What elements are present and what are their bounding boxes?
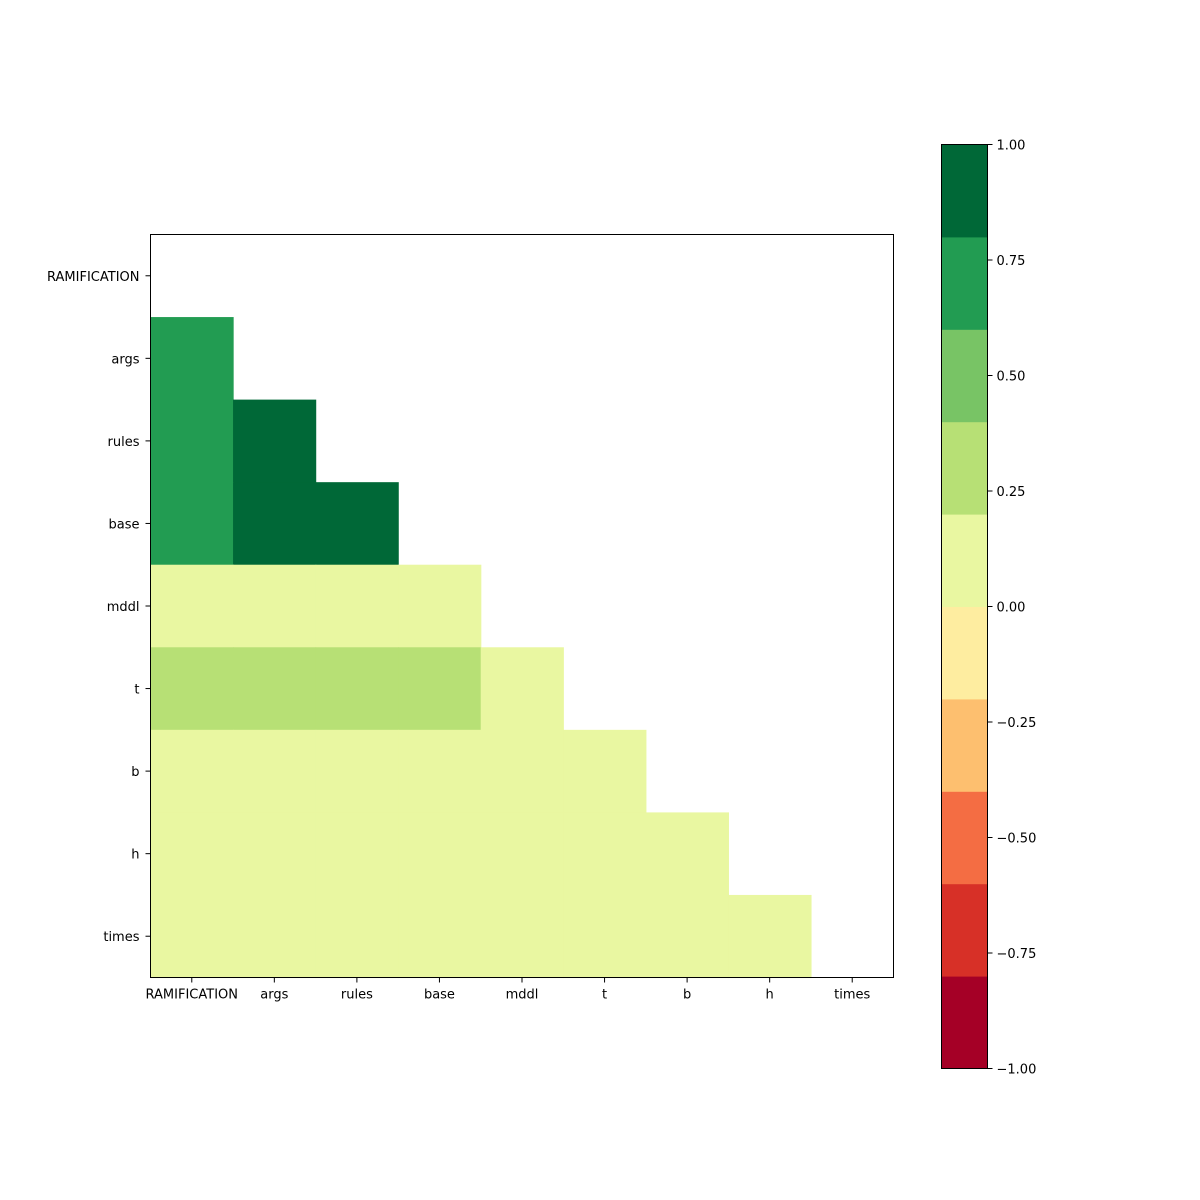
heatmap-cell [398, 729, 482, 813]
heatmap-cell [645, 894, 729, 979]
heatmap-cell [233, 564, 317, 648]
x-tick-label: rules [341, 988, 373, 1003]
colorbar-tick-label: −0.25 [997, 716, 1037, 731]
heatmap-cell [233, 812, 317, 896]
x-tick-label: h [766, 988, 774, 1003]
heatmap-cell [315, 482, 399, 566]
y-tick-label: args [111, 352, 139, 367]
heatmap-cell [150, 812, 234, 896]
y-tick-label: rules [108, 435, 140, 450]
x-tick-label: b [683, 988, 691, 1003]
heatmap-cell [233, 894, 317, 979]
colorbar-bin [941, 421, 988, 515]
colorbar-tick-label: 0.25 [997, 485, 1026, 500]
heatmap-cell [315, 647, 399, 731]
heatmap-cell [233, 729, 317, 813]
heatmap-cell [398, 564, 482, 648]
colorbar-tick-label: −0.75 [997, 947, 1037, 962]
heatmap-cell [315, 894, 399, 979]
heatmap-cell [150, 482, 234, 566]
y-tick-label: base [109, 517, 140, 532]
heatmap-cell [315, 729, 399, 813]
y-tick-label: b [131, 765, 139, 780]
x-tick-label: args [260, 988, 288, 1003]
colorbar [941, 144, 988, 1069]
heatmap-cell [315, 564, 399, 648]
y-axis-ticks: RAMIFICATION args rules base mddl t b h times [47, 270, 151, 945]
colorbar-ticks: 1.00 0.75 0.50 0.25 0.00 −0.25 −0.50 −0.75 −1.00 [987, 139, 1037, 1078]
heatmap-cell [150, 647, 234, 731]
heatmap-cell [563, 894, 647, 979]
heatmap-cell [563, 729, 647, 813]
colorbar-tick-label: −1.00 [997, 1063, 1037, 1078]
colorbar-tick-label: 0.75 [997, 254, 1026, 269]
colorbar-bin [941, 698, 988, 792]
heatmap-cell [480, 812, 564, 896]
y-tick-label: times [103, 930, 139, 945]
colorbar-bin [941, 144, 988, 238]
heatmap-cell [150, 894, 234, 979]
colorbar-bin [941, 976, 988, 1069]
heatmap-cell [398, 894, 482, 979]
heatmap-cell [233, 647, 317, 731]
heatmap-cell [645, 812, 729, 896]
heatmap-cell [398, 647, 482, 731]
heatmap-cell [315, 812, 399, 896]
x-tick-label: mddl [506, 988, 539, 1003]
x-tick-label: RAMIFICATION [146, 988, 238, 1003]
x-tick-label: times [834, 988, 870, 1003]
colorbar-tick-label: 0.00 [997, 601, 1026, 616]
y-tick-label: h [131, 848, 139, 863]
heatmap-cell [233, 399, 317, 483]
heatmap-cell [480, 647, 564, 731]
colorbar-tick-label: 1.00 [997, 139, 1026, 154]
x-tick-label: t [602, 988, 607, 1003]
heatmap-cell [563, 812, 647, 896]
heatmap-cell [728, 894, 812, 979]
colorbar-bin [941, 883, 988, 977]
heatmap-cell [150, 729, 234, 813]
x-tick-label: base [424, 988, 455, 1003]
y-tick-label: mddl [107, 600, 140, 615]
y-tick-label: RAMIFICATION [47, 270, 139, 285]
colorbar-bin [941, 791, 988, 885]
heatmap-cell [398, 812, 482, 896]
heatmap-cell [480, 729, 564, 813]
heatmap-cell [480, 894, 564, 979]
colorbar-bin [941, 514, 988, 607]
colorbar-tick-label: 0.50 [997, 370, 1026, 385]
y-tick-label: t [134, 683, 139, 698]
heatmap-cell [150, 317, 234, 401]
heatmap-cell [150, 399, 234, 483]
colorbar-tick-label: −0.50 [997, 832, 1037, 847]
heatmap-cells [150, 317, 812, 979]
colorbar-bin [941, 606, 988, 700]
heatmap-cell [150, 564, 234, 648]
heatmap-cell [233, 482, 317, 566]
colorbar-bin [941, 329, 988, 423]
colorbar-bin [941, 236, 988, 330]
x-axis-ticks: RAMIFICATION args rules base mddl t b h times [146, 977, 871, 1003]
